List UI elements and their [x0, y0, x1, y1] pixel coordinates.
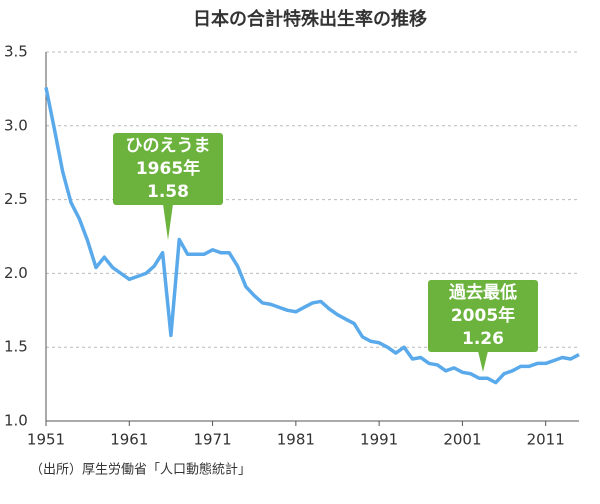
y-tick-label: 3.5	[4, 43, 28, 61]
callout-pointer	[163, 204, 173, 240]
callout-text: 過去最低	[449, 282, 517, 303]
x-tick-label: 1971	[193, 431, 231, 449]
callout-text: 1.26	[462, 329, 504, 349]
callout-box	[113, 133, 223, 205]
source: （出所）厚生労働省「人口動態統計」	[30, 462, 251, 478]
y-tick-label: 2.5	[4, 190, 28, 208]
callout-text: 1.58	[147, 182, 189, 202]
y-tick-label: 2.0	[4, 264, 28, 282]
y-tick-label: 1.0	[4, 412, 28, 430]
x-tick-label: 1991	[360, 431, 398, 449]
x-tick-label: 1951	[27, 431, 65, 449]
callout-box	[428, 280, 538, 352]
x-tick-label: 1961	[110, 431, 148, 449]
x-tick-label: 2011	[527, 431, 565, 449]
y-tick-label: 1.5	[4, 338, 28, 356]
callout-text: ひのえうま	[126, 136, 211, 156]
x-tick-label: 1981	[277, 431, 315, 449]
x-tick-label: 2001	[443, 431, 481, 449]
data-line	[44, 87, 580, 385]
callout-text: 1965年	[136, 158, 200, 179]
chart-title: 日本の合計特殊出生率の推移	[193, 8, 427, 30]
y-tick-label: 3.0	[4, 116, 28, 134]
callout-text: 2005年	[451, 305, 515, 326]
callout-pointer	[478, 351, 488, 372]
